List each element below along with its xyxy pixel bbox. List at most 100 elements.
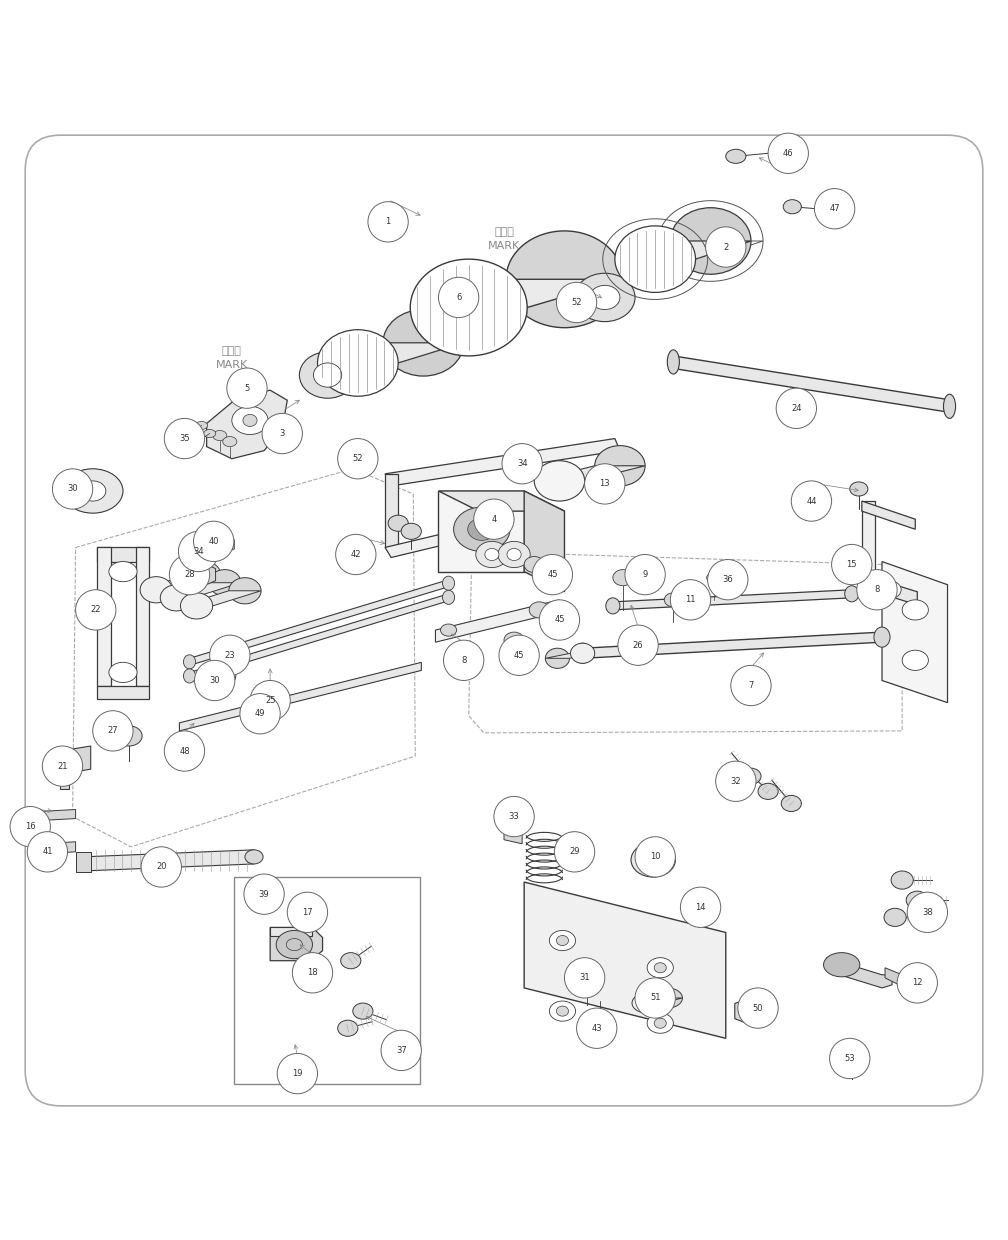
Text: 33: 33 (509, 812, 519, 821)
Circle shape (618, 625, 658, 666)
FancyBboxPatch shape (25, 135, 983, 1106)
Text: 8: 8 (461, 656, 467, 665)
Text: 12: 12 (912, 978, 922, 987)
Ellipse shape (388, 515, 408, 531)
Text: 45: 45 (547, 570, 557, 579)
Circle shape (716, 761, 756, 801)
Text: 42: 42 (351, 551, 361, 559)
Circle shape (791, 481, 832, 521)
Text: 6: 6 (456, 293, 462, 303)
Ellipse shape (850, 482, 868, 496)
Polygon shape (613, 590, 852, 610)
Polygon shape (827, 957, 892, 988)
Polygon shape (97, 686, 149, 698)
Ellipse shape (62, 469, 123, 513)
Text: 47: 47 (830, 205, 840, 213)
Circle shape (532, 554, 573, 595)
Ellipse shape (652, 988, 682, 1008)
Circle shape (338, 439, 378, 479)
Circle shape (277, 1054, 318, 1094)
Circle shape (164, 730, 205, 771)
Circle shape (539, 600, 580, 640)
Ellipse shape (556, 935, 569, 946)
Text: 48: 48 (179, 746, 190, 755)
Ellipse shape (758, 784, 778, 800)
Circle shape (93, 711, 133, 751)
Polygon shape (524, 491, 564, 591)
Circle shape (857, 569, 897, 610)
Text: 22: 22 (91, 605, 101, 614)
FancyBboxPatch shape (234, 877, 420, 1084)
Polygon shape (180, 590, 261, 606)
Circle shape (680, 887, 721, 928)
Ellipse shape (781, 795, 801, 811)
Ellipse shape (216, 671, 228, 681)
Ellipse shape (667, 350, 679, 374)
Circle shape (262, 413, 302, 454)
Ellipse shape (741, 768, 761, 785)
Polygon shape (318, 342, 464, 363)
Text: 52: 52 (353, 454, 363, 464)
Ellipse shape (615, 226, 696, 293)
Text: 36: 36 (723, 575, 733, 584)
Polygon shape (270, 928, 323, 961)
Text: 19: 19 (292, 1069, 302, 1078)
Text: 45: 45 (554, 615, 564, 625)
Circle shape (577, 1008, 617, 1048)
Ellipse shape (575, 273, 635, 321)
Ellipse shape (401, 523, 421, 539)
Ellipse shape (613, 569, 633, 585)
Circle shape (814, 188, 855, 229)
Polygon shape (76, 852, 91, 872)
Text: 8: 8 (874, 585, 880, 594)
Ellipse shape (606, 598, 620, 614)
Ellipse shape (183, 668, 196, 683)
Ellipse shape (504, 632, 524, 649)
Ellipse shape (783, 200, 801, 213)
Text: 53: 53 (845, 1054, 855, 1063)
Text: 14: 14 (696, 903, 706, 911)
Ellipse shape (109, 662, 137, 682)
Circle shape (287, 892, 328, 932)
Circle shape (194, 521, 234, 562)
Polygon shape (385, 439, 620, 486)
Text: 38: 38 (922, 908, 932, 916)
Circle shape (907, 892, 948, 932)
Polygon shape (140, 574, 221, 590)
Text: 52: 52 (572, 298, 582, 308)
Text: 49: 49 (255, 709, 265, 718)
Ellipse shape (116, 725, 142, 746)
Polygon shape (545, 653, 595, 658)
Circle shape (244, 874, 284, 914)
Ellipse shape (454, 507, 510, 552)
Ellipse shape (590, 285, 620, 310)
Ellipse shape (507, 548, 521, 560)
Text: 30: 30 (210, 676, 220, 684)
Polygon shape (670, 356, 953, 413)
Text: 17: 17 (302, 908, 312, 916)
Text: 1: 1 (385, 217, 391, 227)
Ellipse shape (664, 593, 682, 606)
Text: 50: 50 (753, 1003, 763, 1013)
Text: 刻印側
MARK: 刻印側 MARK (488, 227, 520, 250)
Circle shape (635, 837, 675, 877)
Text: 46: 46 (783, 149, 793, 157)
Text: 31: 31 (580, 973, 590, 982)
Ellipse shape (549, 1001, 576, 1022)
Ellipse shape (902, 650, 928, 671)
Text: 26: 26 (633, 641, 643, 650)
Circle shape (625, 554, 665, 595)
Text: 37: 37 (396, 1045, 406, 1055)
Polygon shape (410, 279, 623, 308)
Circle shape (169, 554, 210, 595)
Text: 4: 4 (491, 515, 497, 523)
Circle shape (708, 559, 748, 600)
Polygon shape (632, 998, 682, 1003)
Ellipse shape (229, 578, 261, 604)
Text: 23: 23 (225, 651, 235, 660)
Ellipse shape (902, 600, 928, 620)
Polygon shape (97, 547, 149, 562)
Polygon shape (385, 474, 398, 547)
Polygon shape (190, 594, 449, 680)
Polygon shape (435, 600, 559, 642)
